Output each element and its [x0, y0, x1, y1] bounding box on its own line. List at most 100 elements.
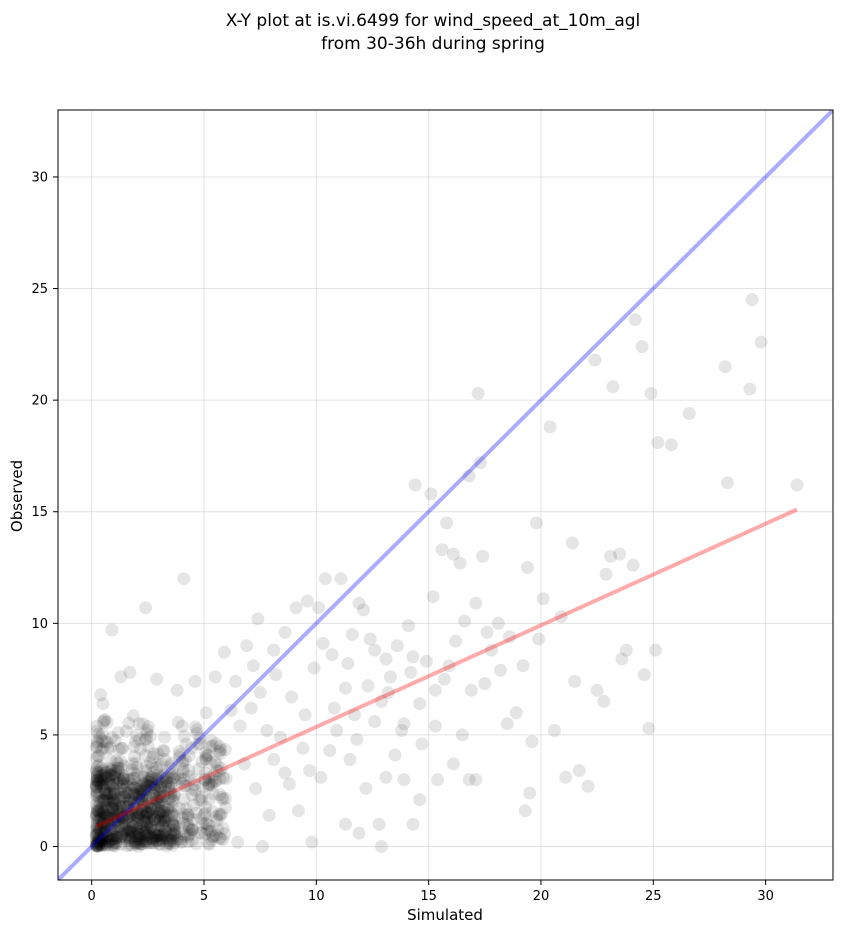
scatter-point — [169, 829, 183, 843]
scatter-point — [97, 819, 111, 833]
scatter-point — [108, 787, 121, 801]
scatter-point — [210, 764, 224, 778]
scatter-point — [89, 780, 103, 794]
scatter-point — [216, 833, 230, 847]
scatter-point — [122, 809, 136, 823]
scatter-point — [131, 836, 145, 850]
scatter-point — [372, 817, 386, 831]
scatter-point — [153, 787, 167, 801]
scatter-point — [143, 820, 157, 834]
scatter-point — [204, 756, 218, 770]
scatter-point — [202, 779, 215, 793]
scatter-point — [95, 771, 109, 785]
scatter-point — [153, 838, 167, 852]
scatter-point — [494, 663, 507, 677]
scatter-point — [106, 823, 120, 837]
scatter-point — [125, 825, 138, 839]
scatter-point — [135, 803, 149, 817]
scatter-point — [89, 822, 103, 836]
scatter-point — [94, 812, 108, 826]
scatter-point — [123, 834, 137, 848]
scatter-point — [91, 776, 105, 790]
scatter-point — [312, 601, 326, 615]
scatter-point — [124, 782, 138, 796]
scatter-point — [135, 831, 149, 845]
scatter-point — [642, 721, 656, 735]
scatter-point — [133, 835, 147, 849]
scatter-point — [99, 794, 113, 808]
scatter-point — [165, 762, 179, 776]
scatter-point — [96, 777, 109, 791]
scatter-point — [153, 781, 167, 795]
scatter-point — [159, 809, 173, 823]
scatter-point — [90, 785, 104, 799]
scatter-point — [133, 828, 146, 841]
scatter-point — [109, 831, 123, 845]
scatter-point — [219, 772, 233, 785]
scatter-point — [105, 623, 119, 637]
scatter-point — [352, 826, 366, 840]
scatter-point — [176, 756, 190, 770]
scatter-point — [189, 806, 203, 820]
scatter-point — [134, 742, 148, 756]
scatter-point — [298, 708, 312, 722]
x-tick-label: 25 — [645, 889, 662, 904]
scatter-point — [157, 815, 171, 829]
scatter-point — [163, 837, 177, 851]
scatter-point — [96, 819, 110, 832]
scatter-point — [516, 659, 530, 673]
scatter-point — [152, 826, 165, 840]
scatter-point — [106, 811, 120, 825]
scatter-point — [121, 800, 135, 814]
scatter-point — [162, 779, 176, 793]
scatter-point — [339, 681, 352, 695]
scatter-point — [303, 764, 317, 778]
scatter-point — [379, 652, 393, 666]
scatter-point — [182, 820, 196, 834]
scatter-point — [93, 796, 107, 810]
scatter-point — [148, 828, 162, 842]
scatter-point — [105, 763, 119, 777]
scatter-point — [110, 808, 124, 822]
scatter-point — [202, 837, 216, 851]
scatter-point — [194, 811, 208, 825]
scatter-point — [199, 816, 213, 830]
scatter-point — [90, 774, 104, 788]
scatter-point — [112, 805, 126, 819]
scatter-point — [201, 823, 214, 837]
scatter-point — [154, 777, 168, 791]
scatter-point — [144, 770, 158, 784]
scatter-point — [233, 719, 247, 733]
scatter-point — [116, 799, 130, 813]
scatter-point — [106, 793, 120, 807]
scatter-point — [323, 744, 337, 758]
scatter-point — [117, 790, 131, 804]
scatter-point — [114, 837, 128, 851]
scatter-point — [119, 816, 133, 830]
scatter-point — [125, 806, 139, 820]
scatter-point — [169, 826, 183, 840]
scatter-point — [117, 777, 131, 791]
scatter-point — [162, 782, 176, 796]
scatter-point — [173, 819, 187, 833]
scatter-point — [113, 804, 127, 818]
scatter-point — [192, 762, 206, 776]
scatter-point — [343, 753, 357, 766]
scatter-point — [91, 836, 105, 850]
scatter-point — [148, 836, 161, 850]
scatter-point — [146, 750, 160, 764]
scatter-point — [462, 469, 476, 483]
scatter-point — [120, 828, 134, 842]
scatter-point — [120, 800, 134, 814]
scatter-point — [131, 826, 145, 840]
scatter-point — [158, 814, 172, 828]
scatter-point — [126, 819, 140, 833]
scatter-point — [208, 670, 222, 684]
scatter-point — [149, 792, 163, 806]
scatter-point — [97, 793, 111, 807]
scatter-point — [151, 795, 165, 809]
scatter-point — [98, 772, 112, 786]
scatter-point — [144, 779, 158, 793]
scatter-point — [160, 774, 174, 788]
scatter-point — [500, 717, 514, 731]
